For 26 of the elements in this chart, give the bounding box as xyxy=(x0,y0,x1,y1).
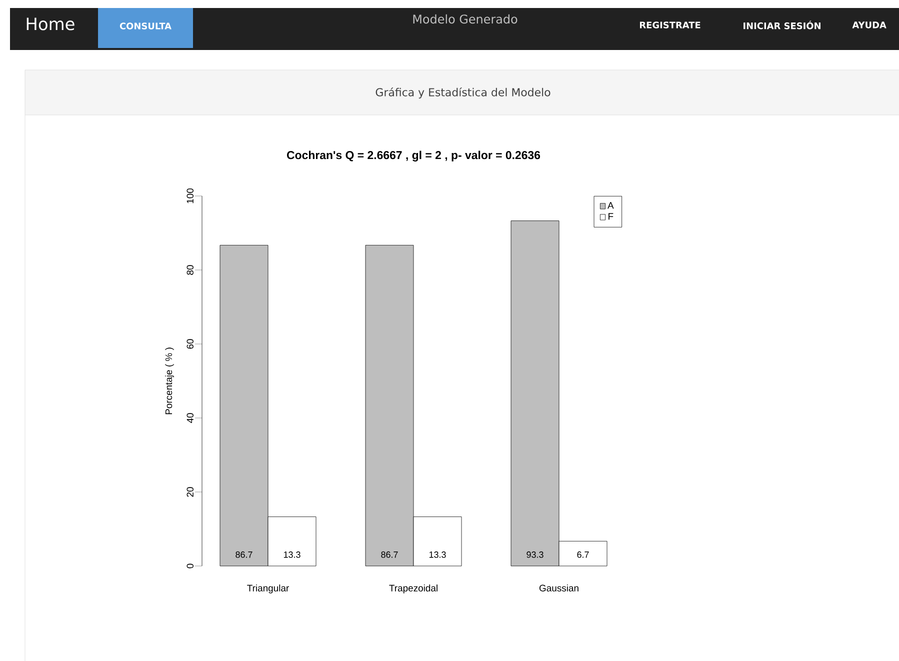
text: Modelo Generado xyxy=(413,14,518,24)
text: INICIAR SESIÓN xyxy=(744,20,820,30)
legend-label: A xyxy=(608,202,614,209)
data-label: 93.3 xyxy=(526,551,544,558)
chart-title: Cochran's Q = 2.6667 , gl = 2 , p- valor = 0.2636 xyxy=(287,150,540,162)
y-tick-label: 20 xyxy=(186,487,194,497)
y-axis-title: Porcentaje ( % ) xyxy=(165,348,174,414)
y-tick-label: 40 xyxy=(186,413,194,424)
y-tick-label: 0 xyxy=(186,564,194,568)
x-tick-label: Trapezoidal xyxy=(389,584,438,594)
data-label: 6.7 xyxy=(577,551,589,558)
data-label: 86.7 xyxy=(236,551,252,558)
chart-subtitle: Gráfica y Estadística del Modelo xyxy=(376,87,550,99)
data-label: 13.3 xyxy=(429,551,446,558)
data-label: 86.7 xyxy=(381,551,398,558)
x-tick-label: Triangular xyxy=(247,584,289,594)
text: CONSULTA xyxy=(120,22,172,30)
text: REGISTRATE xyxy=(640,22,700,28)
y-tick-label: 100 xyxy=(186,188,194,204)
y-tick-label: 80 xyxy=(186,265,194,275)
legend-label: F xyxy=(608,213,614,220)
data-label: 13.3 xyxy=(284,551,300,558)
y-tick-label: 60 xyxy=(186,339,194,349)
x-tick-label: Gaussian xyxy=(539,584,578,592)
text: AYUDA xyxy=(852,22,886,28)
text: Home xyxy=(26,18,74,30)
